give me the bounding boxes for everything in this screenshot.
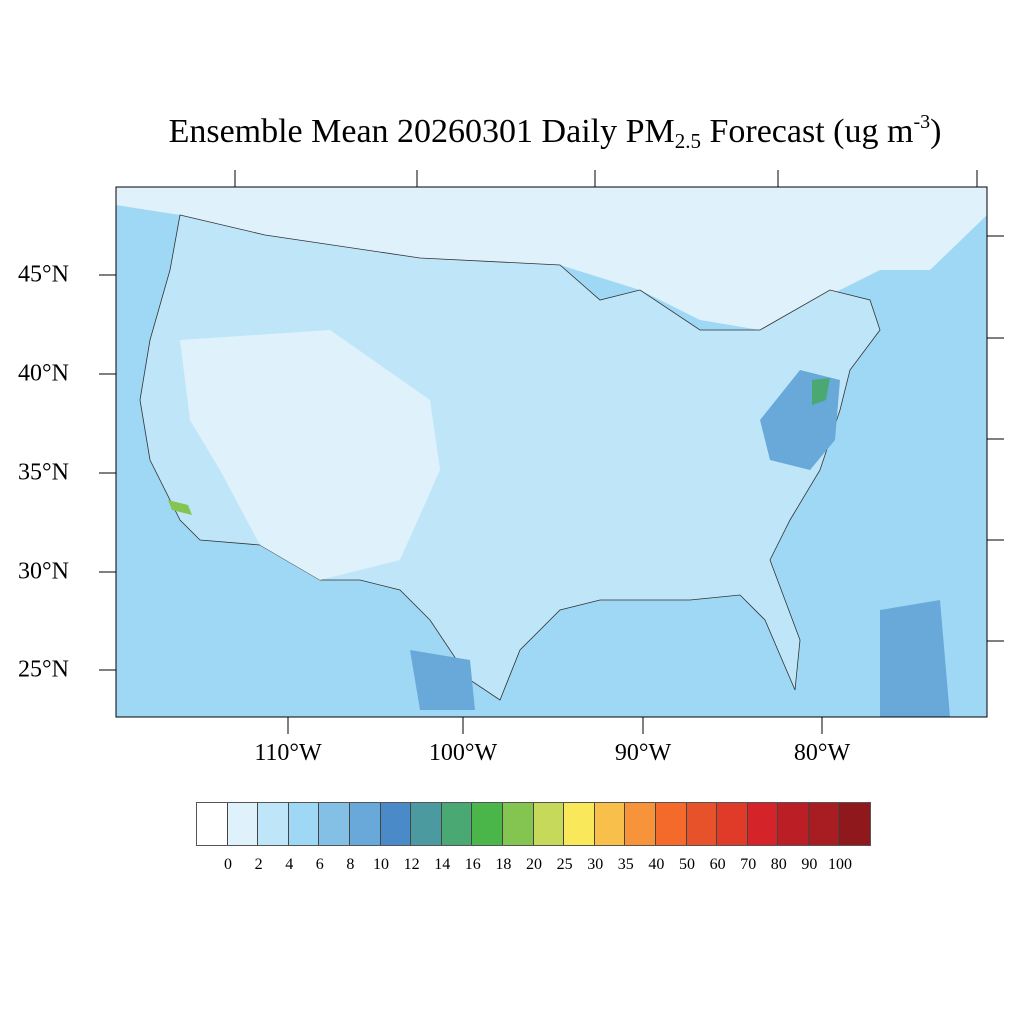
colorbar-tick-label: 30: [587, 856, 604, 873]
colorbar-swatch: [778, 803, 809, 845]
colorbar-swatch: [319, 803, 350, 845]
title-close: ): [930, 113, 942, 150]
colorbar-tick-label: 100: [828, 856, 852, 873]
colorbar-swatch: [625, 803, 656, 845]
lat-label: 35°N: [18, 459, 69, 486]
lon-label: 80°W: [793, 740, 851, 766]
colorbar-swatch: [380, 803, 412, 845]
colorbar-swatch: [717, 803, 748, 845]
colorbar-swatch: [747, 803, 779, 845]
axis-ticks: [99, 170, 1004, 734]
colorbar-tick-label: 14: [434, 856, 451, 873]
colorbar-tick-label: 60: [709, 856, 726, 873]
colorbar-tick-label: 90: [801, 856, 818, 873]
colorbar-swatch: [502, 803, 534, 845]
colorbar-tick-label: 80: [770, 856, 787, 873]
high-pm-mexico: [410, 650, 475, 710]
colorbar-swatch: [533, 803, 565, 845]
title-superscript: -3: [913, 111, 931, 133]
colorbar-swatch: [564, 803, 595, 845]
lat-label: 45°N: [18, 261, 69, 288]
colorbar-swatch: [288, 803, 320, 845]
colorbar-swatch: [655, 803, 687, 845]
colorbar-tick-label: 0: [224, 856, 232, 873]
colorbar-swatch: [686, 803, 718, 845]
colorbar-swatch: [349, 803, 381, 845]
colorbar-labels: 0 2 4 6 8 10 12 14 16 18 20 25 30 35 40 50 60 70 80 90 100: [0, 856, 1024, 876]
hotspot-mid-atlantic: [812, 378, 830, 405]
colorbar-tick-label: 6: [315, 856, 324, 873]
colorbar-tick-label: 25: [556, 856, 573, 873]
title-units: Forecast (ug m: [700, 113, 914, 150]
high-pm-caribbean: [880, 600, 950, 717]
colorbar-swatch: [227, 803, 259, 845]
map-frame: [115, 186, 988, 718]
colorbar-tick-label: 12: [403, 856, 420, 873]
figure-title: Ensemble Mean 20260301 Daily PM2.5 Forec…: [0, 111, 1024, 153]
colorbar-swatch: [258, 803, 289, 845]
colorbar-tick-label: 2: [254, 856, 263, 873]
colorbar-swatch: [441, 803, 473, 845]
lat-label: 40°N: [18, 360, 69, 387]
lat-label: 30°N: [18, 558, 69, 585]
colorbar-tick-label: 40: [648, 856, 665, 873]
lon-label: 100°W: [428, 740, 498, 766]
colorbar-tick-label: 18: [495, 856, 512, 873]
colorbar-tick-label: 10: [373, 856, 389, 873]
colorbar-tick-label: 50: [679, 856, 695, 873]
canada-region: [116, 187, 987, 330]
colorbar-swatch: [197, 803, 228, 845]
colorbar-tick-label: 20: [526, 856, 542, 873]
title-subscript: 2.5: [674, 129, 701, 153]
colorbar-tick-label: 70: [740, 856, 757, 873]
colorbar-tick-label: 35: [617, 856, 634, 873]
colorbar-swatch: [472, 803, 503, 845]
colorbar-swatch: [839, 803, 871, 845]
colorbar-swatch: [594, 803, 626, 845]
lon-label: 110°W: [254, 740, 322, 766]
colorbar-swatch: [808, 803, 840, 845]
colorbar-tick-label: 4: [285, 856, 294, 873]
hotspot-southern-california: [168, 500, 192, 515]
lat-label: 25°N: [18, 656, 69, 683]
title-main: Ensemble Mean 20260301 Daily PM: [168, 113, 675, 150]
colorbar-tick-label: 8: [346, 856, 355, 873]
colorbar: [196, 802, 872, 846]
lon-label: 90°W: [614, 740, 672, 766]
colorbar-swatch: [411, 803, 442, 845]
low-pm-west: [180, 330, 440, 580]
colorbar-tick-label: 16: [464, 856, 481, 873]
